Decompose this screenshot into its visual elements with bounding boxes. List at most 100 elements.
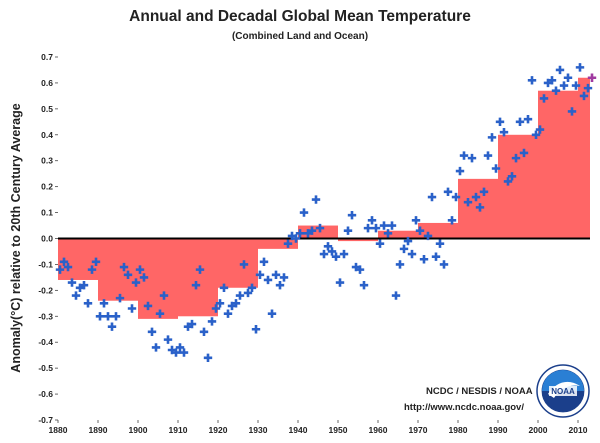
x-tick-label: 1970 [409, 425, 428, 435]
annual-point [239, 260, 249, 269]
annual-point [147, 327, 157, 337]
annual-point [391, 291, 401, 300]
credit-url[interactable]: http://www.ncdc.noaa.gov/ [404, 402, 524, 413]
annual-point [291, 234, 301, 243]
annual-point [299, 208, 309, 217]
annual-point [455, 166, 465, 176]
annual-point [447, 216, 457, 225]
annual-point [483, 151, 493, 160]
annual-point [467, 153, 477, 163]
y-tick-label: -0.1 [38, 259, 53, 269]
annual-point [127, 304, 137, 313]
annual-point [307, 226, 317, 235]
annual-point [387, 221, 397, 230]
annual-point [367, 216, 377, 225]
credit-line-1: NCDC / NESDIS / NOAA [426, 386, 533, 397]
y-tick-label: -0.4 [38, 337, 53, 347]
y-tick-label: 0.7 [41, 52, 53, 62]
annual-point [151, 343, 161, 352]
annual-point [451, 192, 461, 202]
annual-point [267, 309, 277, 318]
annual-point [339, 249, 349, 259]
annual-point [311, 195, 321, 204]
annual-point [571, 81, 581, 90]
annual-point [583, 83, 593, 93]
x-tick-label: 1890 [89, 425, 108, 435]
annual-point [419, 255, 429, 264]
annual-point [427, 192, 437, 202]
annual-point [55, 265, 65, 274]
annual-point [355, 265, 365, 274]
annual-point [439, 260, 449, 269]
annual-point [235, 291, 245, 300]
annual-point [115, 293, 125, 303]
annual-point [335, 278, 345, 287]
annual-point [519, 148, 529, 158]
annual-point [503, 177, 513, 186]
annual-point [379, 221, 389, 230]
annual-point [463, 198, 473, 207]
annual-point [527, 76, 537, 85]
annual-point [415, 226, 425, 235]
annual-point [71, 291, 81, 300]
y-tick-label: -0.6 [38, 389, 53, 399]
annual-point [187, 319, 197, 329]
decadal-bar [218, 238, 258, 288]
y-tick-label: 0.5 [41, 104, 53, 114]
annual-point [155, 309, 165, 318]
x-tick-label: 1940 [289, 425, 308, 435]
annual-point [343, 226, 353, 235]
annual-point [327, 247, 337, 256]
x-tick-label: 2000 [529, 425, 548, 435]
decadal-bar [578, 77, 590, 239]
annual-point [487, 133, 497, 142]
annual-point [87, 265, 97, 274]
chart-subtitle: (Combined Land and Ocean) [231, 31, 369, 42]
y-tick-label: -0.3 [38, 311, 53, 321]
y-tick-label: 0.2 [41, 182, 53, 192]
annual-point [567, 107, 577, 116]
decadal-bar [498, 134, 538, 239]
annual-point [111, 312, 121, 321]
annual-point [275, 280, 285, 290]
annual-point [103, 312, 113, 321]
annual-point [535, 125, 545, 134]
annual-point [263, 275, 273, 285]
y-tick-label: -0.2 [38, 285, 53, 295]
logo-text: NOAA [551, 387, 575, 396]
annual-point [371, 223, 381, 233]
annual-point [279, 273, 289, 282]
annual-point [563, 73, 573, 82]
y-tick-label: 0.3 [41, 156, 53, 166]
annual-point [175, 343, 185, 352]
annual-point [259, 257, 269, 267]
annual-point [515, 117, 525, 127]
annual-point [195, 265, 205, 274]
annual-point [63, 262, 73, 272]
annual-point [495, 117, 505, 127]
annual-point [91, 257, 101, 267]
annual-point [295, 229, 305, 238]
x-tick-label: 1980 [449, 425, 468, 435]
annual-point [247, 283, 257, 292]
annual-point [219, 283, 229, 292]
annual-point [191, 280, 201, 290]
y-tick-label: -0.7 [38, 415, 53, 425]
annual-point [203, 353, 213, 362]
annual-point [531, 130, 541, 139]
annual-point [411, 216, 421, 225]
annual-point [255, 270, 265, 279]
annual-point [587, 73, 597, 82]
annual-point [431, 252, 441, 261]
annual-point [511, 153, 521, 163]
annual-point [143, 301, 153, 311]
annual-point [315, 223, 325, 233]
annual-point [251, 325, 261, 334]
annual-point [199, 327, 209, 337]
annual-point [359, 280, 369, 290]
annual-point [559, 81, 569, 90]
annual-point [99, 299, 109, 308]
x-tick-label: 1920 [209, 425, 228, 435]
annual-point [551, 86, 561, 95]
